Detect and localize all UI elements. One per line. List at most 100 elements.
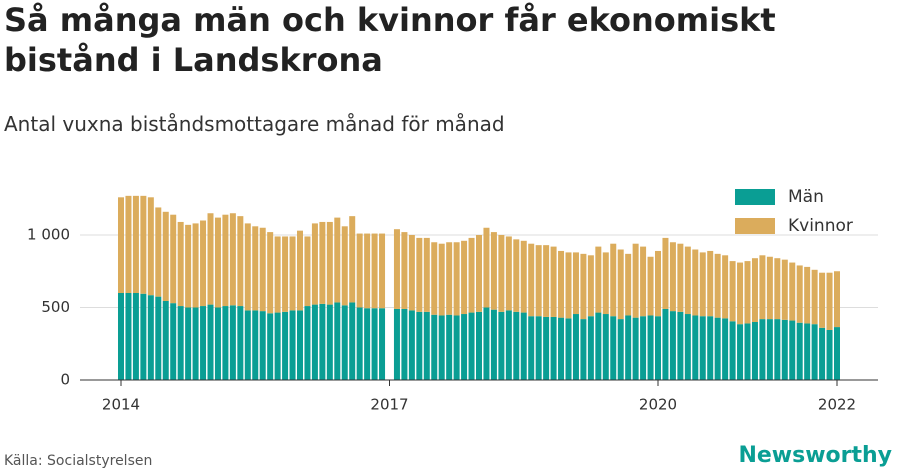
bar-segment	[326, 221, 333, 305]
bar-segment	[214, 307, 221, 380]
bar-segment	[834, 327, 840, 380]
bar-segment	[714, 253, 721, 318]
source: Källa: Socialstyrelsen	[4, 453, 153, 469]
bar-segment	[774, 258, 781, 320]
bar-segment	[483, 307, 490, 380]
bar-segment	[259, 227, 266, 312]
legend-label: Män	[788, 187, 824, 207]
bar-segment	[505, 310, 512, 380]
bar-segment	[349, 302, 356, 380]
bar-segment	[819, 327, 826, 380]
bar-segment	[602, 252, 609, 315]
bar-segment	[476, 235, 482, 312]
bar-segment	[647, 315, 654, 380]
bar-segment	[319, 303, 326, 380]
bar-segment	[699, 316, 706, 380]
bar-segment	[744, 323, 751, 380]
bar-segment	[267, 313, 274, 380]
bar-segment	[722, 255, 729, 319]
bar-segment	[334, 302, 341, 380]
bar-segment	[640, 316, 647, 380]
bar-segment	[408, 310, 415, 380]
bar-segment	[789, 320, 796, 380]
bar-segment	[118, 293, 124, 380]
bar-segment	[655, 250, 661, 317]
bar-segment	[692, 315, 699, 380]
bar-segment	[535, 245, 542, 317]
bar-segment	[364, 308, 371, 380]
bar-segment	[147, 295, 154, 380]
bar-segment	[289, 310, 296, 380]
bar-segment	[185, 224, 192, 308]
bar-segment	[759, 319, 766, 380]
bar-segment	[423, 311, 430, 380]
bar-segment	[714, 317, 721, 380]
bar-segment	[751, 322, 758, 380]
bar-segment	[513, 239, 520, 312]
bar-segment	[170, 214, 177, 304]
bar-segment	[162, 211, 169, 301]
bar-segment	[804, 266, 811, 324]
bar-segment	[423, 237, 430, 312]
bar-segment	[207, 213, 214, 305]
legend-swatch	[735, 218, 775, 234]
bar-segment	[185, 307, 192, 380]
bar-segment	[490, 309, 497, 380]
chart-subtitle: Antal vuxna biståndsmottagare månad för …	[4, 112, 505, 136]
bar-segment	[587, 255, 594, 317]
bar-segment	[155, 296, 162, 380]
bar-segment	[214, 217, 221, 308]
x-tick-label: 2022	[818, 396, 856, 414]
bar-segment	[244, 310, 251, 380]
bar-segment	[722, 318, 729, 380]
bar-segment	[229, 305, 236, 380]
bar-segment	[140, 195, 147, 294]
bar-segment	[781, 319, 788, 380]
bar-segment	[565, 318, 572, 380]
bar-segment	[259, 311, 266, 380]
bar-segment	[147, 197, 154, 296]
bar-segment	[602, 314, 609, 380]
bar-segment	[155, 207, 162, 297]
bar-segment	[393, 229, 400, 309]
bar-segment	[118, 197, 124, 293]
bar-segment	[535, 316, 542, 380]
bar-segment	[625, 315, 632, 380]
bar-segment	[192, 223, 199, 308]
bar-segment	[796, 322, 803, 380]
bar-segment	[558, 250, 565, 318]
bar-segment	[669, 242, 676, 312]
bar-segment	[334, 217, 341, 303]
bar-segment	[729, 261, 736, 322]
bar-segment	[781, 259, 788, 320]
bar-segment	[446, 314, 453, 380]
bar-segment	[356, 307, 363, 380]
bar-segment	[468, 312, 475, 380]
bar-segment	[505, 236, 512, 311]
bar-segment	[162, 300, 169, 380]
bar-segment	[461, 240, 468, 315]
bar-segment	[692, 249, 699, 316]
bar-segment	[431, 314, 438, 380]
bar-segment	[170, 303, 177, 380]
bar-segment	[416, 237, 423, 312]
bar-segment	[222, 306, 229, 380]
bar-segment	[125, 195, 132, 293]
bar-segment	[595, 246, 602, 313]
x-tick-label: 2014	[102, 396, 140, 414]
bar-segment	[401, 232, 408, 309]
bar-segment	[274, 236, 281, 313]
bar-segment	[558, 317, 565, 380]
bar-segment	[244, 223, 251, 311]
bar-segment	[379, 233, 386, 309]
bar-segment	[282, 236, 289, 312]
bar-segment	[587, 316, 594, 380]
bar-segment	[774, 319, 781, 380]
bar-segment	[684, 246, 691, 315]
bar-segment	[192, 307, 199, 380]
bar-segment	[304, 306, 311, 380]
bar-segment	[684, 314, 691, 380]
x-tick-label: 2017	[370, 396, 408, 414]
bar-segment	[811, 324, 818, 380]
bar-segment	[483, 227, 490, 308]
